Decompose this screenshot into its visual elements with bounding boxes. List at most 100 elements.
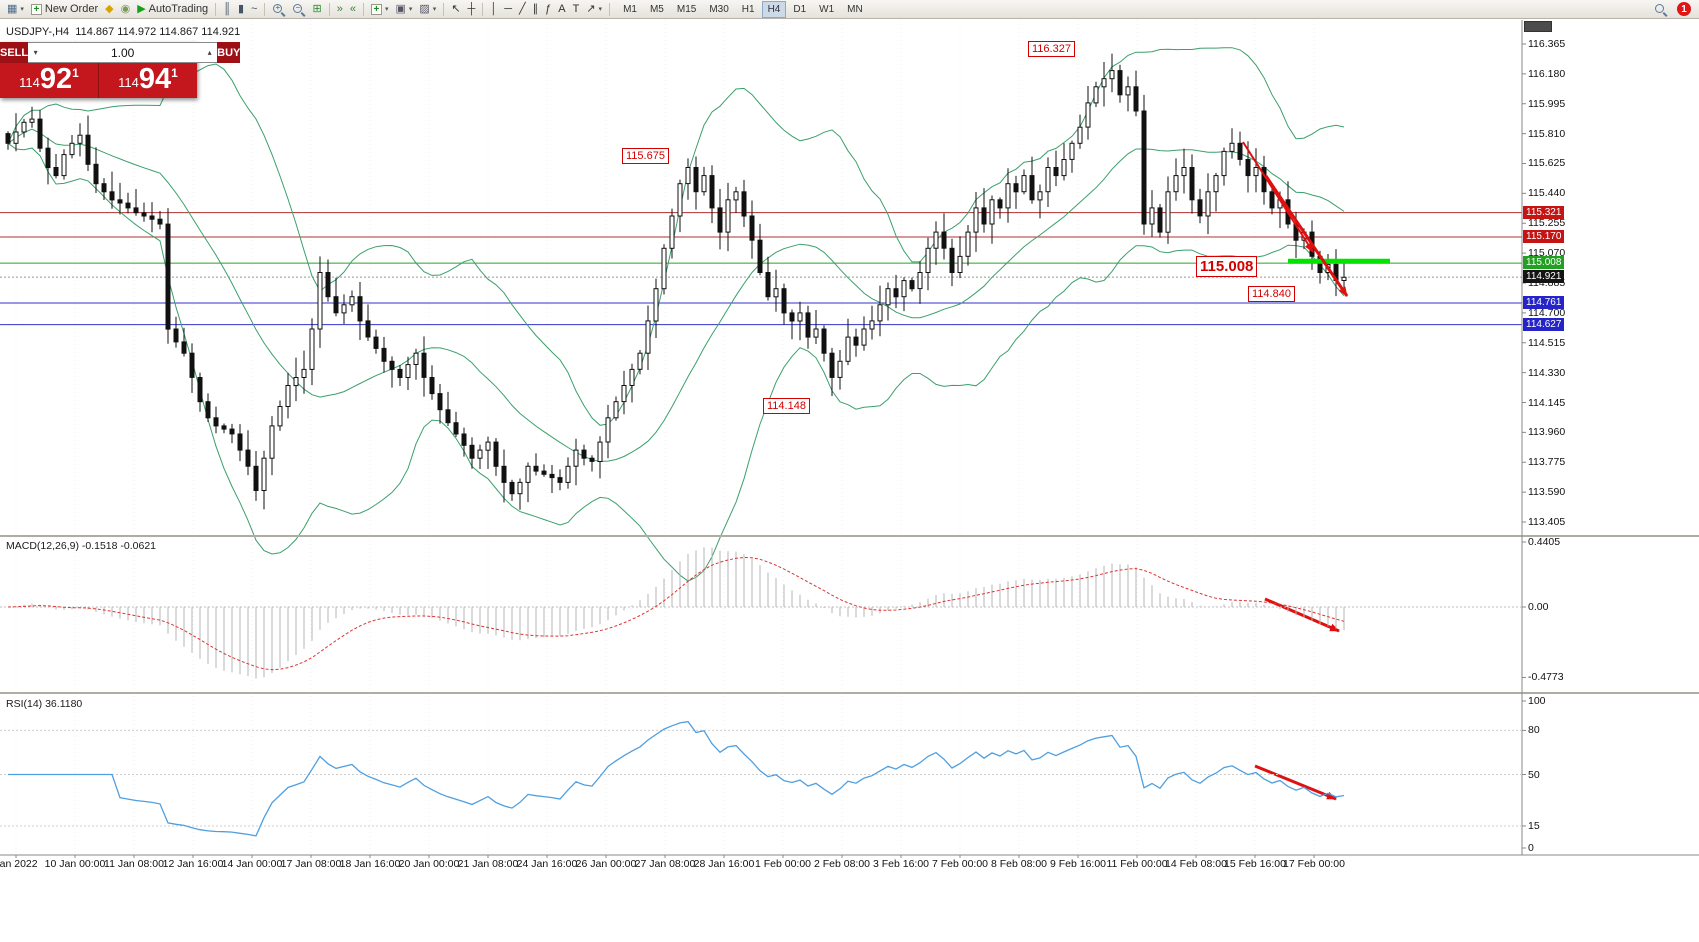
arrows-button[interactable]: ↗ ▾ bbox=[583, 1, 605, 18]
indicators-button[interactable]: + ▾ bbox=[368, 1, 392, 18]
time-axis-label: 3 Feb 16:00 bbox=[872, 858, 930, 870]
experts-button[interactable]: ◉ bbox=[118, 1, 134, 18]
toolbar: ▦ ▾ + New Order ◆ ◉ ▶ AutoTrading ║ ▮ ~ + − ⊞» «+ ▾ ▣ ▾ ▨ ▾… bbox=[0, 0, 1699, 19]
toolbar-separator bbox=[443, 2, 445, 16]
price-line-badge: 115.008 bbox=[1523, 256, 1565, 269]
search-icon[interactable] bbox=[1654, 3, 1667, 16]
price-annotation[interactable]: 114.840 bbox=[1248, 286, 1295, 302]
bid-price[interactable]: 114 92 1 bbox=[0, 63, 99, 98]
toolbar-separator bbox=[362, 2, 364, 16]
crosshair-button[interactable]: ┼ bbox=[465, 1, 479, 18]
candlestick-chart-button[interactable]: ▮ bbox=[235, 1, 247, 18]
zoom-out-button[interactable]: − bbox=[289, 1, 308, 18]
zoom-out-icon: − bbox=[292, 3, 305, 16]
horizontal-line-icon: ─ bbox=[504, 2, 512, 15]
chart-scrollbar-thumb[interactable] bbox=[1524, 21, 1552, 32]
indicators-icon: + bbox=[370, 3, 382, 15]
toolbar-separator bbox=[328, 2, 330, 16]
price-annotation[interactable]: 115.675 bbox=[622, 148, 669, 164]
text-button[interactable]: A bbox=[555, 1, 568, 18]
cursor-button[interactable]: ↖ bbox=[448, 1, 463, 18]
chart-shift-button[interactable]: « bbox=[347, 1, 359, 18]
timeframe-d1[interactable]: D1 bbox=[793, 3, 807, 15]
bid-point: 1 bbox=[72, 66, 79, 80]
candle bbox=[533, 465, 539, 472]
timeframe-h4[interactable]: H4 bbox=[761, 0, 787, 18]
dropdown-caret-icon[interactable]: ▾ bbox=[384, 6, 389, 13]
candle bbox=[117, 199, 123, 204]
candle bbox=[221, 425, 227, 430]
time-axis-label: Jan 2022 bbox=[0, 858, 38, 870]
zoom-in-button[interactable]: + bbox=[269, 1, 288, 18]
timeframe-m5[interactable]: M5 bbox=[649, 3, 664, 15]
timeframe-mn[interactable]: MN bbox=[847, 3, 863, 15]
new-chart-button[interactable]: ▦ ▾ bbox=[4, 1, 27, 18]
price-tick-label: 113.405 bbox=[1528, 516, 1566, 528]
candle bbox=[565, 465, 571, 483]
candle bbox=[829, 352, 835, 378]
buy-button[interactable]: BUY bbox=[217, 42, 241, 63]
candle bbox=[909, 280, 915, 290]
rsi-axis-label: 15 bbox=[1528, 820, 1540, 832]
candle bbox=[741, 191, 747, 217]
price-annotation[interactable]: 116.327 bbox=[1028, 41, 1075, 57]
lot-decrease-button[interactable]: ▾ bbox=[33, 48, 38, 57]
notification-badge[interactable]: 1 bbox=[1677, 2, 1691, 16]
trend-arrow[interactable] bbox=[1264, 175, 1349, 297]
new-order-label: New Order bbox=[44, 3, 99, 15]
candle bbox=[1237, 142, 1243, 160]
candle bbox=[1165, 191, 1171, 233]
candle bbox=[93, 163, 99, 185]
dropdown-caret-icon[interactable]: ▾ bbox=[408, 6, 413, 13]
sell-button[interactable]: SELL bbox=[0, 42, 29, 63]
text-label-button[interactable]: T bbox=[570, 1, 583, 18]
candle bbox=[773, 288, 779, 298]
candle bbox=[469, 444, 475, 459]
price-annotation[interactable]: 114.148 bbox=[763, 398, 810, 414]
lot-input[interactable] bbox=[43, 44, 203, 61]
trendline-button[interactable]: ╱ bbox=[516, 1, 529, 18]
lot-increase-button[interactable]: ▴ bbox=[207, 48, 212, 57]
timeframe-h1[interactable]: H1 bbox=[741, 3, 755, 15]
horizontal-line-button[interactable]: ─ bbox=[501, 1, 515, 18]
candle bbox=[189, 352, 195, 378]
timeframe-w1[interactable]: W1 bbox=[819, 3, 835, 15]
fibonacci-button[interactable]: ƒ bbox=[542, 1, 554, 18]
time-axis-label: 2 Feb 08:00 bbox=[813, 858, 871, 870]
metaeditor-button[interactable]: ◆ bbox=[102, 1, 116, 18]
dropdown-caret-icon[interactable]: ▾ bbox=[432, 6, 437, 13]
channel-button[interactable]: ∥ bbox=[530, 1, 542, 18]
bar-chart-button[interactable]: ║ bbox=[220, 1, 234, 18]
bollinger-band bbox=[7, 142, 1345, 582]
time-axis-label: 24 Jan 16:00 bbox=[516, 858, 578, 870]
candle bbox=[1221, 150, 1227, 177]
time-axis-label: 27 Jan 08:00 bbox=[634, 858, 696, 870]
line-chart-button[interactable]: ~ bbox=[248, 1, 260, 18]
time-axis-label: 21 Jan 08:00 bbox=[457, 858, 519, 870]
price-annotation[interactable]: 115.008 bbox=[1196, 256, 1258, 277]
ask-price[interactable]: 114 94 1 bbox=[99, 63, 197, 98]
crosshair-icon: ┼ bbox=[467, 2, 476, 15]
candle bbox=[405, 364, 411, 379]
tile-windows-button[interactable]: ⊞ bbox=[309, 1, 324, 18]
periods-button[interactable]: ▣ ▾ bbox=[392, 1, 415, 18]
timeframe-m1[interactable]: M1 bbox=[623, 3, 637, 15]
trend-arrow[interactable] bbox=[1264, 597, 1340, 633]
trend-arrow[interactable] bbox=[1254, 764, 1337, 801]
timeframe-m15[interactable]: M15 bbox=[676, 3, 697, 15]
autotrading-button[interactable]: ▶ AutoTrading bbox=[134, 1, 211, 18]
candle bbox=[133, 207, 139, 214]
candle bbox=[1341, 276, 1347, 281]
templates-button[interactable]: ▨ ▾ bbox=[416, 1, 439, 18]
timeframe-m30[interactable]: M30 bbox=[709, 3, 729, 15]
trend-arrow[interactable] bbox=[1242, 141, 1314, 253]
vertical-line-button[interactable]: │ bbox=[487, 1, 500, 18]
dropdown-caret-icon[interactable]: ▾ bbox=[20, 6, 24, 13]
candle bbox=[509, 481, 515, 495]
auto-scroll-icon: » bbox=[336, 2, 343, 15]
toolbar-separator bbox=[609, 2, 611, 16]
new-order-button[interactable]: + New Order bbox=[28, 1, 101, 18]
auto-scroll-button[interactable]: » bbox=[334, 1, 346, 18]
dropdown-caret-icon[interactable]: ▾ bbox=[598, 6, 603, 13]
